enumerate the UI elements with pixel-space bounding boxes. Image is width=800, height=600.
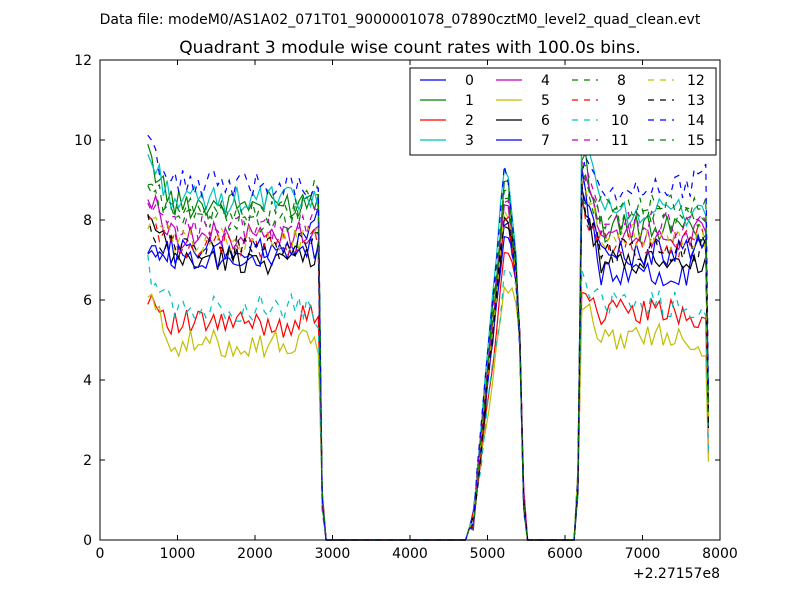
- y-tick-label-2: 4: [83, 373, 92, 389]
- legend-box: [409, 67, 717, 156]
- series-line-13: [147, 183, 709, 541]
- x-tick-label-5: 5000: [470, 546, 506, 562]
- suptitle: Data file: modeM0/AS1A02_071T01_90000010…: [100, 12, 701, 28]
- legend-label-14: 14: [687, 113, 705, 129]
- legend-label-9: 9: [617, 93, 626, 109]
- legend-label-4: 4: [541, 73, 550, 89]
- legend-label-13: 13: [687, 93, 705, 109]
- y-tick-label-0: 0: [83, 533, 92, 549]
- series-line-15: [147, 185, 709, 541]
- series-line-12: [147, 181, 709, 541]
- legend-label-8: 8: [617, 73, 626, 89]
- plot-lines: [147, 118, 709, 541]
- legend-label-2: 2: [465, 113, 474, 129]
- chart-title: Quadrant 3 module wise count rates with …: [179, 38, 640, 58]
- legend-label-11: 11: [611, 133, 629, 149]
- x-tick-label-4: 4000: [392, 546, 428, 562]
- series-line-14: [147, 134, 709, 541]
- x-tick-label-2: 2000: [237, 546, 273, 562]
- legend-label-12: 12: [687, 73, 705, 89]
- x-tick-label-0: 0: [96, 546, 105, 562]
- legend-label-3: 3: [465, 133, 474, 149]
- y-tick-label-3: 6: [83, 293, 92, 309]
- series-line-3: [147, 118, 709, 541]
- legend-label-15: 15: [687, 133, 705, 149]
- x-tick-label-6: 6000: [547, 546, 583, 562]
- legend-label-1: 1: [465, 93, 474, 109]
- legend-label-10: 10: [611, 113, 629, 129]
- y-tick-label-1: 2: [83, 453, 92, 469]
- series-line-9: [147, 192, 709, 541]
- series-line-6: [147, 198, 709, 541]
- axis-ticks: 0 1000 2000 3000 4000 5000 6000 7000 80000246810…: [74, 53, 738, 562]
- series-line-11: [147, 160, 709, 541]
- series-line-10: [147, 254, 709, 541]
- legend-label-6: 6: [541, 113, 550, 129]
- y-tick-label-4: 8: [83, 213, 92, 229]
- x-offset-label: +2.27157e8: [633, 566, 720, 582]
- y-tick-label-6: 12: [74, 53, 92, 69]
- x-tick-label-7: 7000: [625, 546, 661, 562]
- series-line-2: [147, 252, 709, 541]
- x-tick-label-8: 8000: [702, 546, 738, 562]
- x-tick-label-1: 1000: [160, 546, 196, 562]
- legend-label-0: 0: [465, 73, 474, 89]
- y-tick-label-5: 10: [74, 133, 92, 149]
- legend-label-5: 5: [541, 93, 550, 109]
- series-line-4: [147, 173, 709, 541]
- x-tick-label-3: 3000: [315, 546, 351, 562]
- legend-label-7: 7: [541, 133, 550, 149]
